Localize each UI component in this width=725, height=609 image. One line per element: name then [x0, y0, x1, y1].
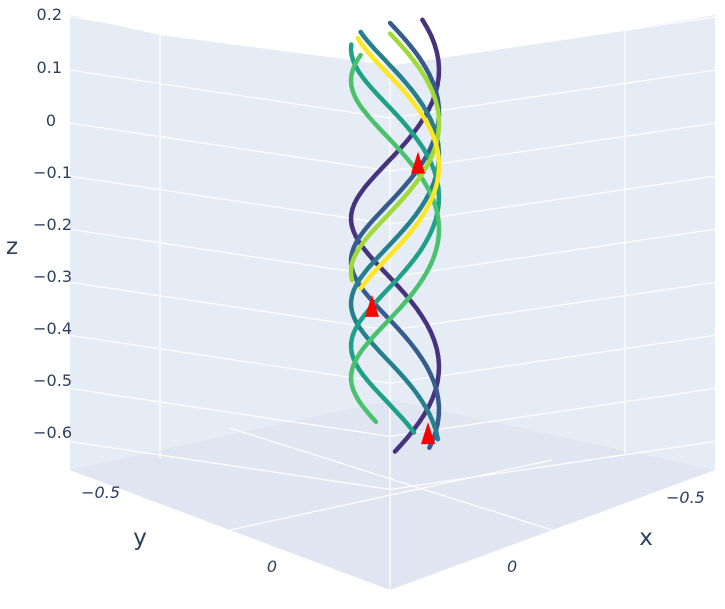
z-tick-label: −0.3: [33, 267, 72, 286]
z-tick-label: 0.2: [37, 5, 62, 24]
grid-lines: [69, 16, 716, 590]
direction-cones: [365, 151, 435, 445]
streamtube: [348, 20, 442, 450]
z-tick-label: −0.5: [33, 371, 72, 390]
streamtube: [348, 52, 442, 425]
z-grid-line: [389, 440, 716, 491]
z-grid-line: [69, 387, 391, 438]
cone-marker: [411, 151, 425, 174]
z-grid-line: [69, 228, 391, 278]
floor-grid-line: [229, 459, 553, 531]
z-grid-line: [69, 16, 391, 66]
z-grid-line: [389, 16, 716, 66]
z-axis-title: z: [6, 234, 18, 260]
left-wall-pane: [70, 15, 160, 470]
z-tick-label: −0.2: [33, 215, 72, 234]
x-axis-title: x: [639, 525, 653, 551]
streamtube: [348, 31, 442, 283]
right-wall-pane: [625, 15, 715, 470]
z-grid-line: [69, 175, 391, 225]
z-grid-line: [69, 281, 391, 331]
streamtube: [348, 29, 442, 442]
streamtube: [348, 17, 442, 454]
cone-marker: [421, 422, 435, 445]
x-tick-label: 0: [507, 557, 517, 576]
streamtubes: [348, 17, 442, 454]
z-grid-line: [389, 334, 716, 384]
z-grid-line: [389, 281, 716, 331]
z-grid-line: [69, 122, 391, 172]
z-grid-line: [389, 175, 716, 225]
x-tick-label: −0.5: [666, 488, 705, 507]
z-grid-line: [389, 122, 716, 172]
z-tick-label: 0.1: [37, 58, 62, 77]
z-grid-line: [69, 440, 391, 491]
z-tick-label: −0.6: [33, 423, 72, 442]
z-grid-line: [389, 228, 716, 278]
z-grid-line: [389, 387, 716, 438]
z-tick-label: −0.4: [33, 319, 72, 338]
streamtube: [355, 35, 442, 291]
y-tick-label: 0: [267, 557, 277, 576]
z-grid-line: [69, 334, 391, 384]
z-grid-line: [389, 69, 716, 119]
cone-marker: [365, 294, 379, 317]
z-tick-label: −0.1: [33, 163, 72, 182]
streamtube: [348, 42, 442, 435]
floor-grid-line: [229, 427, 553, 531]
z-grid-line: [69, 69, 391, 119]
y-tick-label: −0.5: [81, 483, 120, 502]
y-axis-title: y: [133, 525, 147, 551]
z-tick-label: 0: [46, 111, 56, 130]
